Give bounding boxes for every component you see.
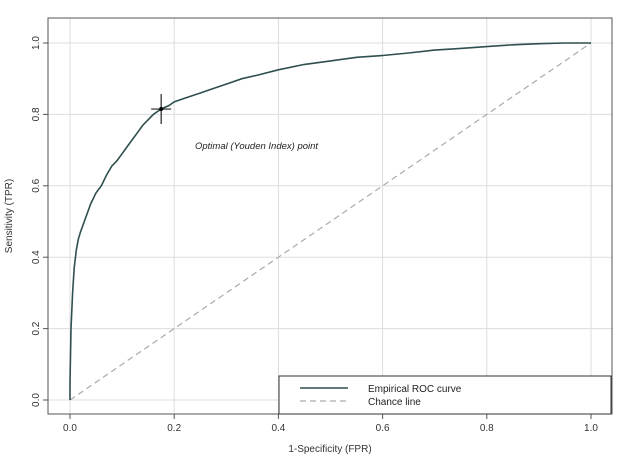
x-tick-label: 1.0 bbox=[584, 423, 598, 434]
x-axis-ticks: 0.0 0.2 0.4 0.6 0.8 1.0 bbox=[63, 414, 598, 434]
x-tick-label: 0.2 bbox=[167, 423, 181, 434]
optimal-point-annotation: Optimal (Youden Index) point bbox=[195, 141, 318, 152]
x-tick-label: 0.4 bbox=[271, 423, 285, 434]
x-tick-label: 0.0 bbox=[63, 423, 77, 434]
y-tick-label: 0.4 bbox=[31, 250, 42, 264]
y-tick-label: 0.2 bbox=[31, 321, 42, 335]
x-axis-label: 1-Specificity (FPR) bbox=[288, 444, 371, 455]
y-tick-label: 0.0 bbox=[31, 393, 42, 407]
x-tick-label: 0.8 bbox=[480, 423, 494, 434]
legend-entry-roc: Empirical ROC curve bbox=[368, 384, 462, 395]
y-tick-label: 0.6 bbox=[31, 178, 42, 192]
legend-entry-chance: Chance line bbox=[368, 397, 421, 408]
plot-frame bbox=[47, 17, 613, 415]
x-tick-label: 0.6 bbox=[376, 423, 390, 434]
y-tick-label: 1.0 bbox=[31, 36, 42, 50]
legend-box bbox=[278, 375, 612, 415]
optimal-point bbox=[159, 107, 164, 112]
y-axis-ticks: 0.0 0.2 0.4 0.6 0.8 1.0 bbox=[31, 36, 48, 407]
chance-line bbox=[69, 42, 592, 401]
optimal-point-marker bbox=[151, 94, 172, 125]
y-axis-label: Sensitivity (TPR) bbox=[4, 179, 15, 253]
y-tick-label: 0.8 bbox=[31, 107, 42, 121]
legend: Empirical ROC curve Chance line bbox=[278, 375, 612, 415]
grid bbox=[48, 18, 612, 414]
roc-curve-line bbox=[69, 42, 591, 400]
